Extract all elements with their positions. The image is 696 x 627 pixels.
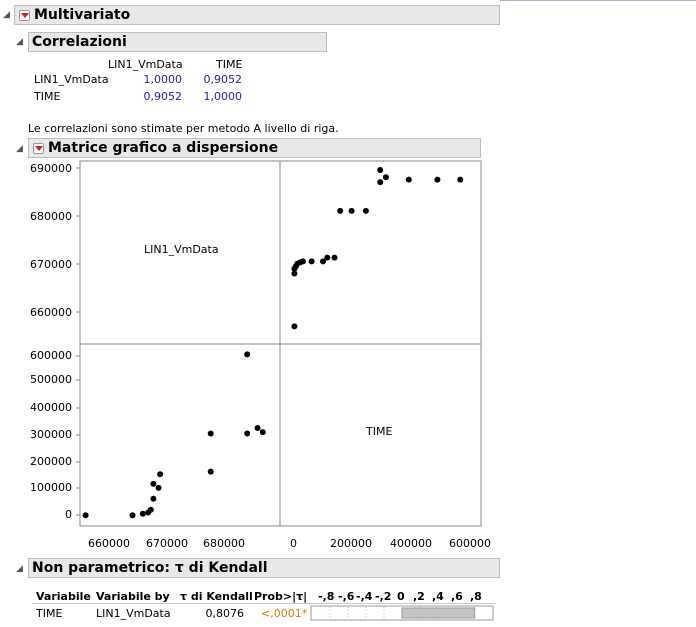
x-tick-right: 0: [290, 537, 297, 550]
scatter-matrix-header: Matrice grafico a dispersione: [28, 138, 481, 158]
y-tick-bottom: 400000: [30, 401, 72, 414]
scatter-point: [207, 430, 214, 437]
kendall-scale-label: ,8: [470, 590, 482, 603]
scatter-point: [291, 323, 298, 330]
diagonal-label-lin1: LIN1_VmData: [144, 243, 219, 256]
kendall-scale-label: ,4: [432, 590, 444, 603]
corr-col-header-1: LIN1_VmData: [108, 58, 183, 71]
x-tick-right: 600000: [449, 537, 491, 550]
y-tick-bottom: 0: [65, 508, 72, 521]
window-top-border: [500, 0, 696, 1]
y-tick-bottom: 600000: [30, 349, 72, 362]
y-tick-top: 660000: [30, 306, 72, 319]
scatter-point: [129, 512, 136, 519]
scatter-point: [244, 430, 251, 437]
corr-row-label-1: LIN1_VmData: [34, 73, 109, 86]
corr-cell-1-1: 1,0000: [143, 73, 183, 86]
scatter-matrix-title: Matrice grafico a dispersione: [48, 140, 279, 156]
kendall-col-variabile-by: Variabile by: [96, 590, 170, 603]
scatter-point: [150, 480, 157, 487]
scatter-point: [259, 429, 266, 436]
multivariate-title: Multivariato: [34, 7, 131, 23]
kendall-tau-bar-chart: [310, 605, 494, 621]
y-tick-top: 680000: [30, 210, 72, 223]
scatter-matrix-menu-button[interactable]: [33, 142, 44, 154]
y-tick-top: 690000: [30, 162, 72, 175]
kendall-col-prob: Prob>|τ|: [254, 590, 308, 603]
kendall-scale-label: -,2: [375, 590, 392, 603]
collapse-correlazioni-icon[interactable]: ◢: [16, 37, 23, 47]
x-tick-left: 660000: [88, 537, 130, 550]
scatter-point: [244, 351, 251, 358]
scatter-point: [155, 484, 162, 491]
corr-cell-1-2: 0,9052: [203, 73, 243, 86]
collapse-kendall-icon[interactable]: ◢: [16, 564, 23, 574]
corr-row-label-2: TIME: [34, 90, 61, 103]
corr-cell-2-2: 1,0000: [203, 90, 243, 103]
kendall-col-variabile: Variabile: [36, 590, 91, 603]
kendall-scale-label: -,6: [338, 590, 355, 603]
kendall-row-tau: 0,8076: [205, 607, 245, 620]
kendall-scale-label: 0: [397, 590, 405, 603]
multivariate-header: Multivariato: [14, 5, 500, 25]
scatter-point: [320, 258, 326, 265]
y-tick-top: 670000: [30, 258, 72, 271]
y-tick-bottom: 300000: [30, 428, 72, 441]
y-tick-bottom: 500000: [30, 373, 72, 386]
scatter-point: [337, 207, 344, 214]
collapse-multivariato-icon[interactable]: ◢: [3, 10, 10, 20]
scatter-matrix-plot[interactable]: [0, 0, 696, 560]
kendall-row-variable: TIME: [36, 607, 63, 620]
x-tick-left: 670000: [146, 537, 188, 550]
x-tick-right: 200000: [330, 537, 372, 550]
scatter-point: [300, 258, 306, 265]
kendall-scale-label: ,6: [451, 590, 463, 603]
scatter-point: [362, 207, 369, 214]
scatter-point: [377, 167, 384, 173]
kendall-scale-label: -,8: [318, 590, 335, 603]
collapse-scatter-matrix-icon[interactable]: ◢: [16, 144, 23, 154]
scatter-point: [139, 510, 146, 517]
kendall-col-tau: τ di Kendall: [180, 590, 253, 603]
y-tick-bottom: 200000: [30, 455, 72, 468]
kendall-row-prob: <,0001*: [261, 607, 308, 620]
scatter-point: [82, 512, 89, 519]
diagonal-label-time: TIME: [366, 425, 393, 438]
scatter-point: [207, 468, 214, 475]
tau-bar: [401, 607, 476, 619]
scatter-point: [157, 471, 164, 478]
multivariate-menu-button[interactable]: [19, 9, 30, 21]
scatter-point: [147, 506, 154, 513]
scatter-point: [434, 176, 441, 183]
x-tick-right: 400000: [390, 537, 432, 550]
scatter-point: [382, 174, 389, 181]
y-tick-bottom: 100000: [30, 481, 72, 494]
scatter-point: [291, 270, 298, 277]
kendall-scale-label: -,4: [356, 590, 373, 603]
scatter-point: [308, 258, 315, 265]
x-tick-left: 680000: [203, 537, 245, 550]
scatter-point: [348, 207, 355, 214]
kendall-scale-label: ,2: [413, 590, 425, 603]
scatter-point: [324, 254, 331, 261]
correlations-header: Correlazioni: [28, 32, 327, 52]
scatter-point: [457, 176, 464, 183]
scatter-point: [405, 176, 412, 183]
scatter-point: [377, 179, 384, 186]
scatter-point: [254, 425, 261, 431]
kendall-title: Non parametrico: τ di Kendall: [32, 560, 268, 576]
scatter-point: [150, 495, 157, 502]
correlations-note: Le correlazioni sono stimate per metodo …: [28, 122, 339, 135]
kendall-header: Non parametrico: τ di Kendall: [28, 558, 500, 578]
corr-cell-2-1: 0,9052: [143, 90, 183, 103]
kendall-row-by: LIN1_VmData: [96, 607, 171, 620]
correlations-title: Correlazioni: [32, 34, 127, 50]
kendall-header-separator: [32, 603, 496, 604]
corr-col-header-2: TIME: [216, 58, 243, 71]
scatter-point: [331, 254, 338, 261]
